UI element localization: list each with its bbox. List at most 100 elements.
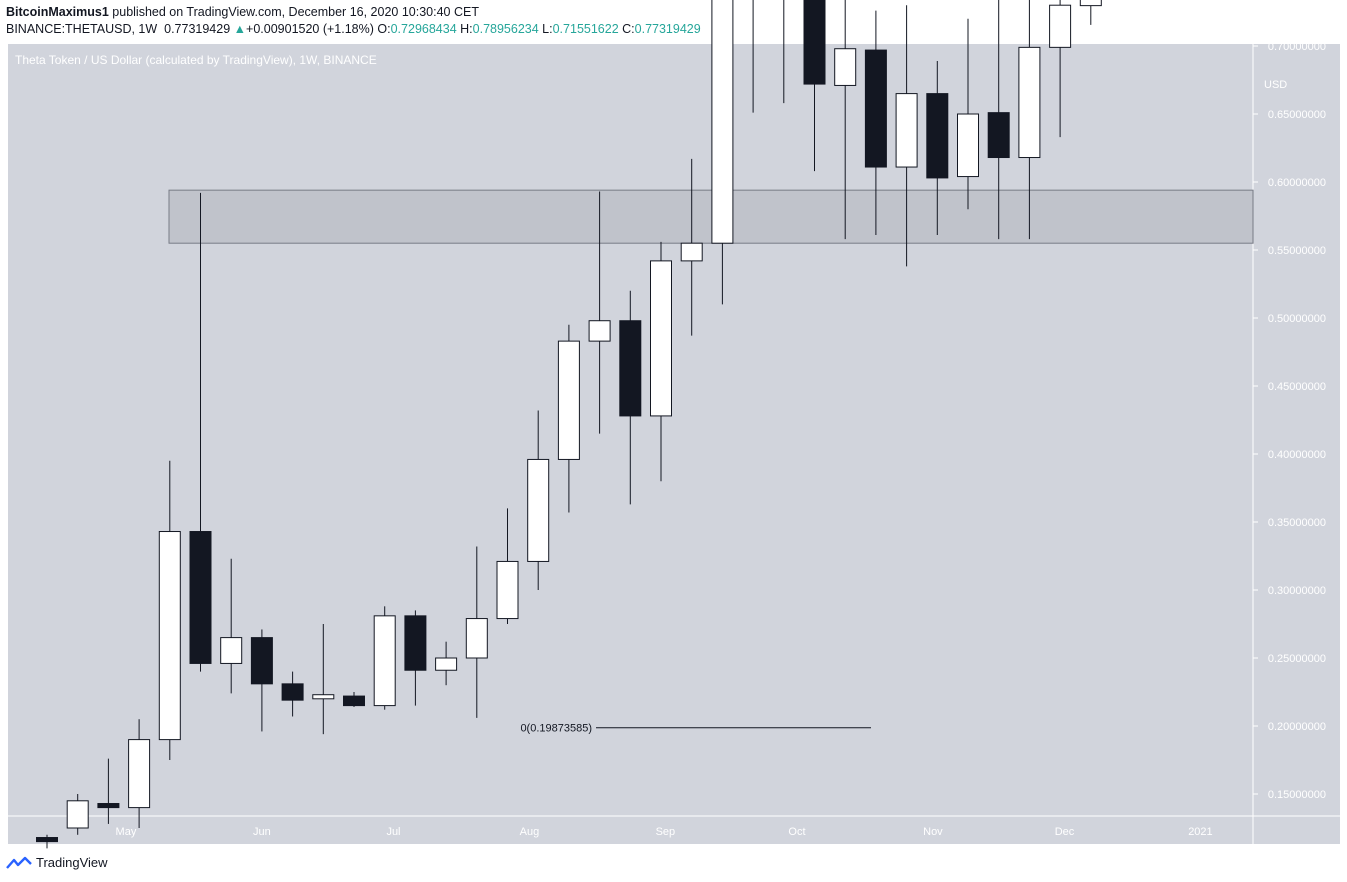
price-tick-label: 0.25000000 [1268,653,1326,665]
candle-down [36,834,58,849]
time-tick-label: Nov [923,826,943,838]
candle-body [158,531,181,741]
time-tick-label: Dec [1055,826,1075,838]
candle-body [312,694,335,700]
price-tick-label: 0.20000000 [1268,721,1326,733]
time-axis-ticks: May Jun Jul Aug Sep Oct Nov Dec 2021 [116,826,1213,838]
price-tick-label: 0.70000000 [1268,41,1326,53]
candle-body [373,615,396,707]
price-change: +0.00901520 (+1.18%) [246,22,374,36]
candle-down [343,692,365,707]
price-tick-label: 0.15000000 [1268,789,1326,801]
candle-body [220,637,243,664]
tradingview-brand: TradingView [36,855,108,870]
candle-body [926,93,949,179]
candle-body [650,260,672,417]
candle-up [373,606,396,710]
candle-body [680,242,703,262]
tradingview-logo[interactable]: TradingView [6,855,108,870]
candle-body [250,637,273,685]
candle-body [128,739,151,809]
candle-body [404,615,427,671]
ohlc-legend: BINANCE:THETAUSD, 1W 0.77319429 ▲+0.0090… [6,22,701,36]
candle-body [895,93,918,168]
tradingview-logo-icon [6,856,32,869]
close-value: 0.77319429 [634,22,701,36]
chart-title: Theta Token / US Dollar (calculated by T… [15,53,377,67]
candle-up [680,158,703,336]
time-tick-label: Jun [253,826,271,838]
time-tick-label: 2021 [1188,826,1212,838]
author-name[interactable]: BitcoinMaximus1 [6,5,109,19]
price-tick-label: 0.55000000 [1268,245,1326,257]
time-tick-label: Oct [788,826,805,838]
candle-body [97,803,120,809]
price-tick-label: 0.30000000 [1268,585,1326,597]
price-tick-label: 0.65000000 [1268,109,1326,121]
candle-body [66,800,89,829]
time-tick-label: Jul [386,826,400,838]
time-tick-label: Aug [520,826,540,838]
candle-body [496,560,519,620]
candle-up [220,558,243,694]
change-arrow-icon: ▲ [233,22,247,36]
candle-body [527,458,550,562]
candle-down [987,0,1010,240]
candle-body [281,683,304,701]
time-tick-label: Sep [656,826,676,838]
candle-up [957,18,979,210]
price-axis-unit: USD [1264,79,1287,91]
candle-down [619,290,642,505]
candle-up [711,0,734,305]
publish-info: BitcoinMaximus1 published on TradingView… [6,5,479,19]
candle-body [987,112,1010,159]
price-tick-label: 0.40000000 [1268,449,1326,461]
candle-up [588,191,611,434]
high-value: 0.78956234 [472,22,539,36]
candle-body [465,618,488,659]
candle-body [36,837,58,843]
price-tick-label: 0.50000000 [1268,313,1326,325]
price-tick-label: 0.35000000 [1268,517,1326,529]
candle-up [128,719,151,828]
candle-body [588,320,611,342]
candle-down [281,671,304,717]
time-tick-label: May [116,826,137,838]
candle-down [97,758,120,824]
open-value: 0.72968434 [390,22,457,36]
candle-up [895,5,918,267]
candle-up [496,508,519,624]
candle-up [435,641,458,686]
candle-body [619,320,642,417]
candle-up [1049,0,1072,138]
candle-body [803,0,826,85]
candle-body [1079,0,1102,7]
candle-body [343,695,365,707]
candle-up [312,624,335,735]
candle-up [66,794,89,835]
candle-down [189,192,212,672]
candle-body [189,531,212,664]
candle-down [783,0,785,104]
price-axis-background [1253,44,1340,816]
publish-text: published on TradingView.com, December 1… [108,5,479,19]
candle-body [957,113,979,178]
time-axis-background [8,816,1340,844]
candle-body [1049,4,1072,48]
candles [36,0,1102,849]
last-price: 0.77319429 [164,22,231,36]
fib-levels[interactable]: 1.61(1.17924275)1(0.80774635)0(0.1987358… [505,0,871,735]
fib-level-label: 0(0.19873585) [520,723,592,735]
support-zone [168,189,1254,244]
candle-up [158,460,181,760]
candle-down [926,60,949,236]
candle-down [250,629,273,732]
open-label: O: [377,22,391,36]
candle-body [557,340,580,460]
candle-body [834,48,857,86]
candle-up [650,241,672,482]
candle-up [752,0,754,113]
candle-down [803,0,826,172]
candle-down [864,10,887,236]
